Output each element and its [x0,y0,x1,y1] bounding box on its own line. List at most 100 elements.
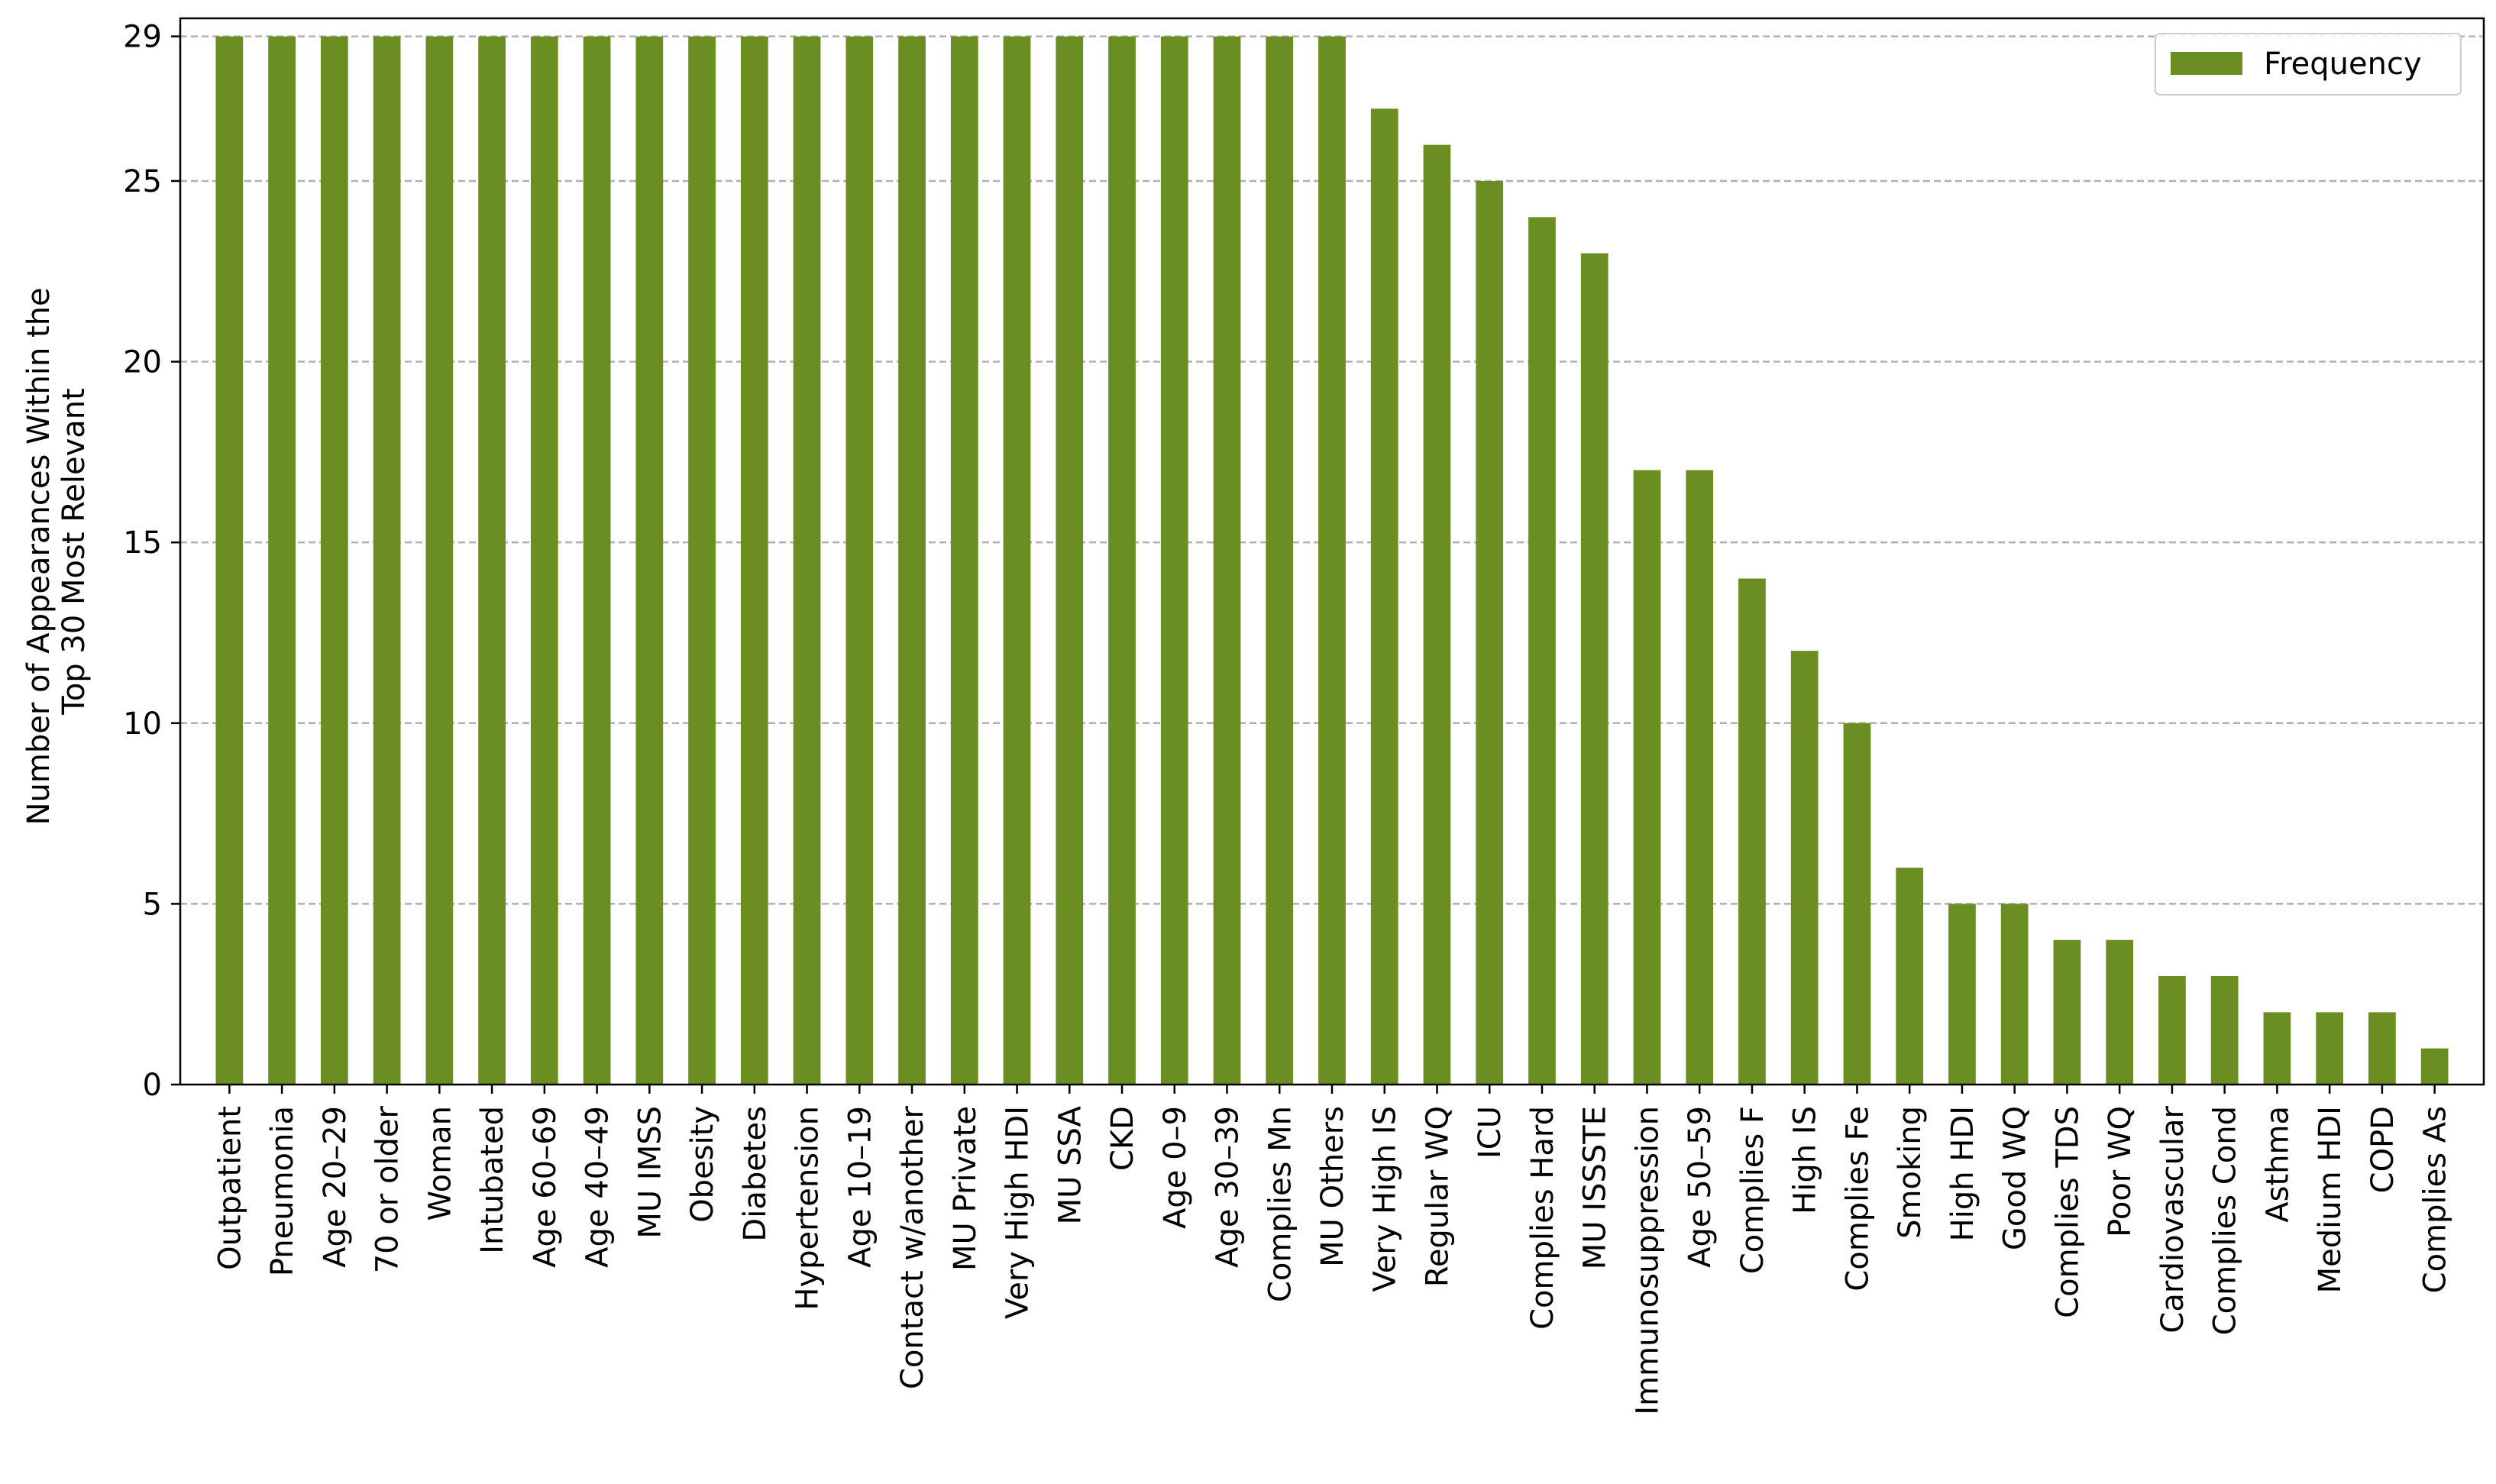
y-axis-label-line-1: Number of Appearances Within the [21,287,57,825]
bar [2263,1012,2291,1085]
bar [898,36,926,1085]
x-tick-label: Woman [422,1106,457,1221]
y-tick-label: 0 [143,1068,162,1103]
x-tick-label: 70 or older [370,1105,406,1273]
bar [1213,36,1241,1085]
bar [1686,470,1714,1085]
y-axis-label: Number of Appearances Within the Top 30 … [21,278,92,826]
bar [2368,1012,2396,1085]
bar [740,36,768,1085]
bar [1633,470,1661,1085]
x-tick-label: High IS [1788,1106,1823,1214]
x-tick-label: Hypertension [791,1106,826,1311]
x-tick-label: Contact w/another [895,1105,930,1389]
x-tick-label: Complies Fe [1840,1106,1875,1292]
x-tick-label: Poor WQ [2103,1106,2138,1237]
legend-label: Frequency [2264,47,2422,82]
x-tick-label: Complies Cond [2208,1106,2243,1335]
bar [845,36,874,1085]
x-tick-label: Immunosuppression [1630,1106,1665,1415]
x-tick-label: Complies As [2418,1106,2453,1293]
bar [583,36,611,1085]
x-tick-label: Complies F [1735,1106,1770,1274]
x-tick-label: ICU [1473,1106,1508,1159]
x-tick-label: Obesity [685,1106,720,1223]
bar [1056,36,1084,1085]
x-tick-label: High HDI [1945,1106,1980,1241]
x-tick-label: Cardiovascular [2155,1105,2190,1333]
x-tick-label: Age 40–49 [580,1106,616,1268]
bar [1476,180,1504,1085]
x-tick-label: Asthma [2260,1106,2295,1223]
x-tick-label: MU ISSSTE [1578,1106,1613,1269]
bar [215,36,244,1085]
x-tick-label: Age 10–19 [842,1106,878,1268]
bar [793,36,821,1085]
grid-lines [180,35,2484,905]
bar [1843,723,1871,1085]
y-tick-label: 29 [123,20,162,55]
bar [373,36,401,1085]
bar [2420,1048,2449,1085]
x-tick-label: Pneumonia [265,1106,300,1276]
bar [1738,578,1766,1085]
y-tick-label: 20 [123,345,162,380]
bar [1003,36,1031,1085]
x-tick-label: Smoking [1893,1106,1928,1239]
bar [1790,651,1819,1085]
bar [478,36,506,1085]
legend-box [2155,33,2462,95]
x-tick-label: MU SSA [1052,1105,1088,1224]
bars [215,36,2449,1085]
x-tick-label: CKD [1105,1106,1140,1171]
bar [2106,939,2134,1085]
x-tick-label: Outpatient [212,1106,247,1270]
legend-swatch [2171,52,2242,75]
x-tick-label: Very High IS [1368,1106,1403,1292]
x-tick-label: MU Private [948,1106,983,1271]
bar [2316,1012,2344,1085]
x-tick-label: COPD [2365,1106,2401,1193]
y-axis-ticks: 0 5 10 15 20 25 29 [123,20,180,1103]
x-tick-label: Age 60–69 [528,1106,563,1268]
bar [1528,217,1556,1085]
x-tick-label: Age 0–9 [1158,1106,1193,1229]
bar [1423,144,1451,1085]
x-tick-label: Complies TDS [2050,1106,2085,1318]
bar [2158,976,2186,1085]
x-tick-label: Age 30–39 [1211,1106,1246,1268]
bar [1266,36,1294,1085]
x-tick-label: MU IMSS [632,1106,668,1239]
bar [320,36,348,1085]
bar [1580,253,1608,1085]
y-tick-label: 15 [123,525,162,561]
bar [1108,36,1136,1085]
legend: Frequency [2155,33,2462,95]
bar [2053,939,2081,1085]
bar [1160,36,1188,1085]
x-tick-label: MU Others [1315,1106,1350,1267]
x-axis-ticks: Outpatient Pneumonia Age 20–29 70 or older W… [212,1085,2453,1415]
bar [1948,904,1976,1085]
bar [530,36,558,1085]
bar [688,36,716,1085]
bar [1318,36,1346,1085]
x-tick-label: Age 20–29 [318,1106,353,1268]
y-axis-label-line-2: Top 30 Most Relevant [57,388,92,716]
x-tick-label: Complies Hard [1525,1106,1560,1330]
x-tick-label: Diabetes [738,1106,773,1242]
bar [2000,904,2029,1085]
bar [635,36,664,1085]
bar [2210,976,2239,1085]
bar [950,36,978,1085]
y-tick-label: 10 [123,706,162,742]
x-tick-label: Very High HDI [1001,1106,1036,1319]
x-tick-label: Regular WQ [1420,1106,1455,1287]
x-tick-label: Age 50–59 [1683,1106,1718,1268]
x-tick-label: Medium HDI [2313,1106,2348,1293]
bar [268,36,296,1085]
y-tick-label: 25 [123,164,162,199]
